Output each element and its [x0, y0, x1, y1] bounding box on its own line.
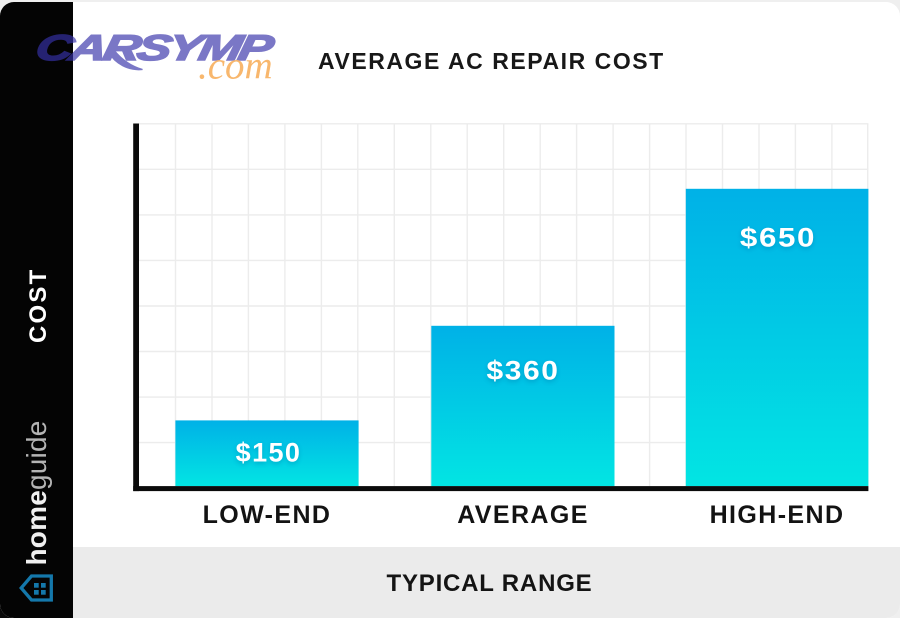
svg-text:homeguide: homeguide [21, 421, 52, 566]
svg-text:CARSYMP: CARSYMP [32, 29, 277, 68]
svg-text:COST: COST [25, 268, 52, 343]
svg-text:.com: .com [198, 45, 273, 88]
